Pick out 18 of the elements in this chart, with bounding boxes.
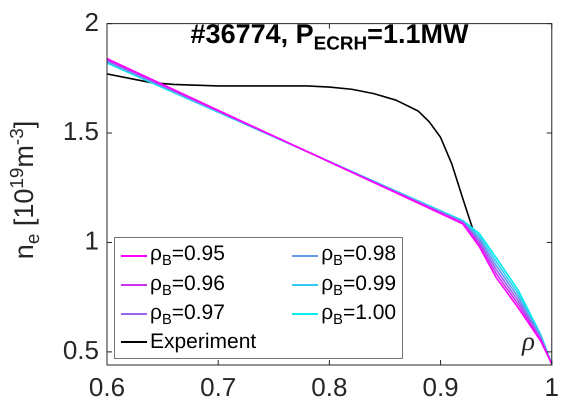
legend-label: ρ$_{B}$=0.95 [150, 242, 225, 270]
y-tick-label: 1 [84, 226, 99, 256]
legend-label: Experiment [150, 330, 256, 354]
y-tick-label: 0.5 [62, 335, 99, 366]
legend-label: ρ$_{B}$=1.00 [321, 300, 396, 328]
x-tick-label: 0.9 [422, 372, 459, 402]
x-tick-label: 0.8 [311, 372, 348, 402]
x-tick-label: 1 [544, 372, 560, 402]
y-tick-label: 2 [84, 6, 99, 37]
chart-title: #36774, P$_{ECRH}$=1.1MW [190, 19, 470, 56]
legend-label: ρ$_{B}$=0.98 [321, 242, 396, 270]
legend-label: ρ$_{B}$=0.96 [150, 272, 225, 299]
x-tick-label: 0.6 [88, 372, 126, 402]
legend-label: ρ$_{B}$=0.97 [150, 300, 225, 328]
x-tick-label: 0.7 [200, 372, 236, 402]
y-tick-label: 1.5 [62, 116, 99, 146]
legend-label: ρ$_{B}$=0.99 [321, 272, 396, 299]
x-axis-title: ρ [522, 326, 535, 357]
